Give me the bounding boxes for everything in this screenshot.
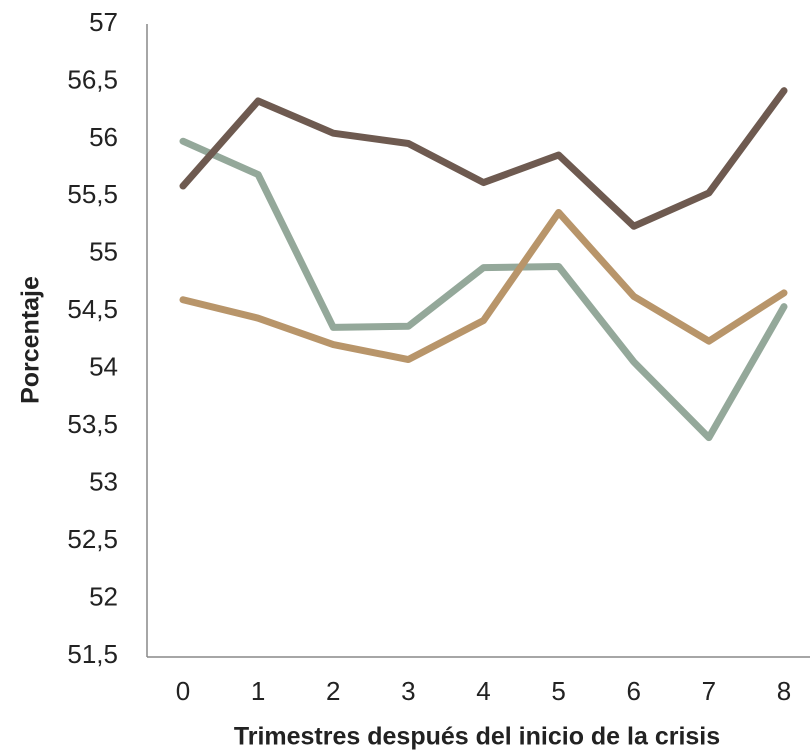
x-tick-label: 8 (777, 676, 791, 706)
y-tick-label: 56,5 (67, 64, 118, 94)
series-line (179, 137, 788, 442)
x-tick-label: 3 (401, 676, 415, 706)
x-axis-title: Trimestres después del inicio de la cris… (234, 723, 720, 751)
y-tick-label: 54,5 (67, 294, 118, 324)
x-tick-label: 1 (251, 676, 265, 706)
x-tick-label: 5 (551, 676, 565, 706)
y-tick-label: 52 (89, 581, 118, 611)
y-tick-label: 57 (89, 7, 118, 37)
x-tick-label: 6 (627, 676, 641, 706)
y-axis-title: Porcentaje (17, 276, 45, 404)
y-tick-label: 54 (89, 352, 118, 382)
x-tick-label: 7 (702, 676, 716, 706)
y-tick-label: 53 (89, 467, 118, 497)
y-tick-label: 52,5 (67, 524, 118, 554)
series-line (179, 87, 788, 230)
y-tick-label: 55 (89, 237, 118, 267)
y-tick-label: 55,5 (67, 179, 118, 209)
x-tick-label: 4 (476, 676, 490, 706)
x-tick-label: 0 (176, 676, 190, 706)
x-tick-label: 2 (326, 676, 340, 706)
y-tick-label: 56 (89, 122, 118, 152)
y-tick-label: 53,5 (67, 409, 118, 439)
series-line (179, 208, 788, 364)
y-tick-label: 51,5 (67, 639, 118, 669)
